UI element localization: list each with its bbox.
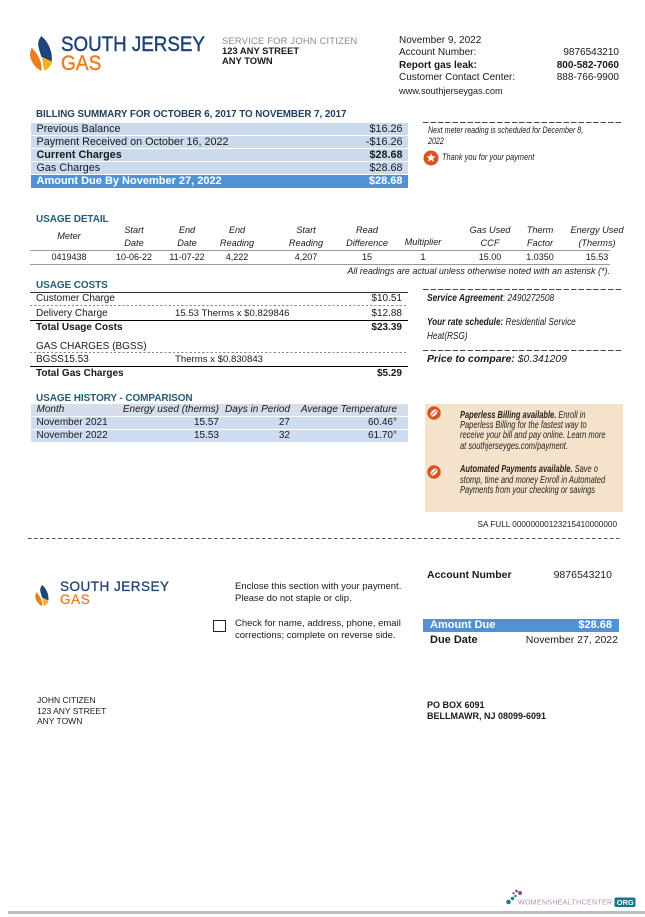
svg-text:ORG: ORG — [617, 898, 634, 907]
svg-text:WOMENSHEALTHCENTER.: WOMENSHEALTHCENTER. — [518, 899, 615, 906]
